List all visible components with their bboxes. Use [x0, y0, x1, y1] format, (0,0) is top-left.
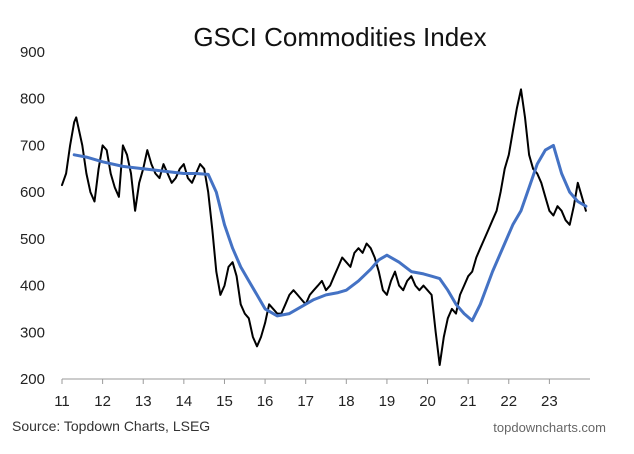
- series-line-moving-average: [72, 143, 588, 323]
- x-axis-ticks: 11 12 13 14 15 16 17 18 19 20 21 22 23: [54, 379, 558, 410]
- watermark: topdowncharts.com: [493, 420, 606, 435]
- x-tick-label: 17: [297, 393, 314, 410]
- x-tick-label: 21: [460, 393, 477, 410]
- y-tick-label: 600: [20, 184, 45, 201]
- y-tick-label: 500: [20, 231, 45, 248]
- y-tick-label: 900: [20, 44, 45, 61]
- x-tick-label: 16: [257, 393, 274, 410]
- x-tick-label: 18: [338, 393, 355, 410]
- series-line-gsci-index: [61, 88, 587, 366]
- y-tick-label: 300: [20, 324, 45, 341]
- series-layer: [61, 88, 588, 366]
- x-tick-label: 13: [135, 393, 152, 410]
- y-axis-ticks: 200 300 400 500 600 700 800 900: [20, 44, 45, 388]
- x-tick-label: 23: [541, 393, 558, 410]
- x-tick-label: 11: [54, 393, 70, 410]
- y-tick-label: 800: [20, 91, 45, 108]
- y-tick-label: 700: [20, 137, 45, 154]
- chart-title: GSCI Commodities Index: [193, 22, 486, 52]
- x-tick-label: 14: [176, 393, 193, 410]
- x-tick-label: 20: [419, 393, 436, 410]
- x-tick-label: 15: [216, 393, 233, 410]
- y-tick-label: 400: [20, 278, 45, 295]
- y-tick-label: 200: [20, 371, 45, 388]
- x-tick-label: 19: [379, 393, 396, 410]
- x-tick-label: 12: [94, 393, 111, 410]
- source-note: Source: Topdown Charts, LSEG: [12, 418, 211, 434]
- x-tick-label: 22: [500, 393, 517, 410]
